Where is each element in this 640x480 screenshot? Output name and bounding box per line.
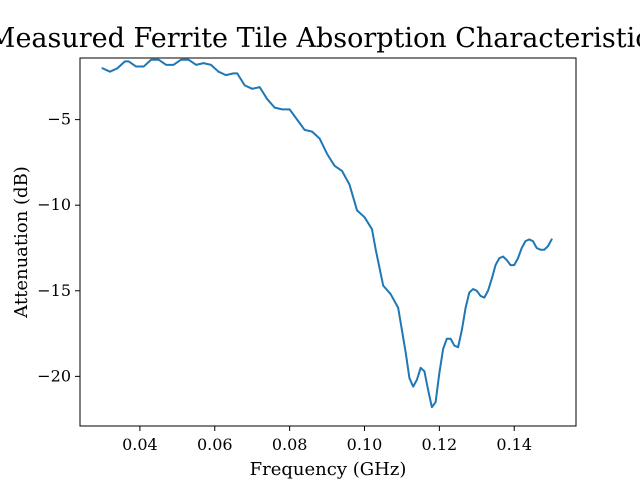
y-axis-label: Attenuation (dB) <box>11 166 32 319</box>
y-axis: −5 −10 −15 −20 <box>37 110 80 385</box>
x-tick-label: 0.06 <box>197 435 233 454</box>
x-tick-label: 0.04 <box>122 435 158 454</box>
y-tick-label: −20 <box>37 366 71 385</box>
y-tick-label: −15 <box>37 281 71 300</box>
x-tick-label: 0.14 <box>496 435 532 454</box>
x-tick-label: 0.12 <box>422 435 458 454</box>
y-tick-label: −5 <box>47 110 71 129</box>
chart-title: Measured Ferrite Tile Absorption Charact… <box>0 23 640 54</box>
x-axis-label: Frequency (GHz) <box>250 459 407 480</box>
y-tick-label: −10 <box>37 195 71 214</box>
x-axis: 0.04 0.06 0.08 0.10 0.12 0.14 <box>122 426 532 454</box>
series-line-0 <box>101 58 553 409</box>
x-tick-label: 0.10 <box>347 435 383 454</box>
plot-area <box>101 58 553 409</box>
x-tick-label: 0.08 <box>272 435 308 454</box>
plot-frame <box>79 57 577 427</box>
